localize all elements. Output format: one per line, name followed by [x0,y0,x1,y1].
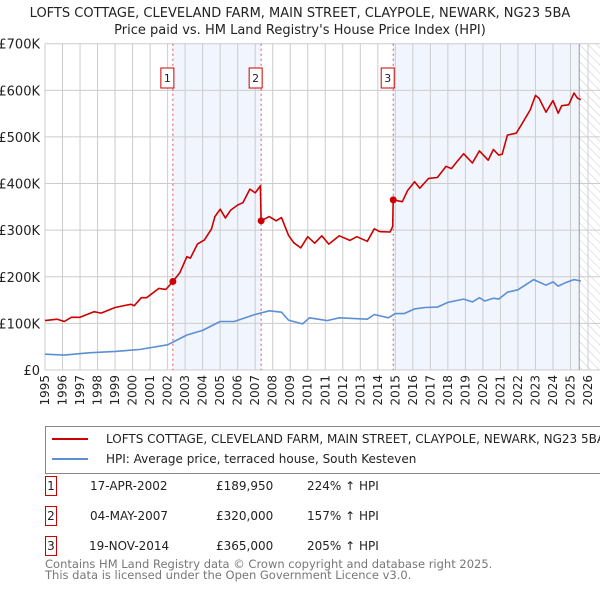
shaded-period [172,43,262,370]
y-tick-label: £200K [0,271,40,286]
sale-hpi-change: 157% ↑ HPI [307,509,379,523]
x-tick-label: 2021 [493,375,507,406]
x-tick-label: 2015 [388,375,402,406]
x-tick-label: 2017 [423,375,437,406]
sale-label: 3 [384,72,391,85]
sale-point [389,196,397,204]
x-tick-label: 2005 [213,375,227,406]
y-tick-label: £700K [0,38,40,53]
sale-label: 2 [252,72,259,85]
sale-label-box [248,67,263,89]
x-tick-label: 2004 [196,375,210,406]
sale-price: £320,000 [216,509,274,523]
future-hatch [579,43,600,370]
shaded-period [393,43,580,370]
hpi-line [44,278,582,356]
sale-date: 17-APR-2002 [90,479,168,493]
x-tick-label: 2022 [511,375,525,406]
sale-date: 19-NOV-2014 [89,539,170,553]
footer: Contains HM Land Registry data © Crown c… [45,557,493,582]
sale-point [169,277,177,285]
y-tick-label: £100K [0,317,40,332]
x-tick-label: 2006 [231,375,245,406]
x-tick-label: 2009 [283,375,297,406]
x-tick-label: 1999 [108,375,122,406]
x-tick-label: 2008 [266,375,280,406]
x-tick-label: 2023 [528,375,542,406]
x-tick-label: 1997 [73,375,87,406]
x-tick-label: 2012 [336,375,350,406]
legend: LOFTS COTTAGE, CLEVELAND FARM, MAIN STRE… [45,426,600,474]
sale-label-box [160,67,175,89]
x-tick-label: 1998 [91,375,105,406]
x-tick-label: 2011 [318,375,332,406]
sale-label-box [380,67,395,89]
legend-label: HPI: Average price, terraced house, Sout… [106,452,417,466]
x-tick-label: 2020 [476,375,490,406]
sale-hpi-change: 205% ↑ HPI [307,539,379,553]
x-tick-label: 2018 [441,375,455,406]
x-tick-label: 2024 [546,375,560,406]
x-tick-label: 2013 [353,375,367,406]
x-tick-label: 2025 [563,375,577,406]
x-tick-label: 2003 [178,375,192,406]
sale-price: £365,000 [216,539,274,553]
legend-item-property: LOFTS COTTAGE, CLEVELAND FARM, MAIN STRE… [52,432,600,446]
x-tick-label: 2010 [301,375,315,406]
sale-price: £189,950 [216,479,274,493]
y-tick-label: £300K [0,224,40,239]
copyright-text: Contains HM Land Registry data © Crown c… [45,557,493,571]
x-tick-label: 2002 [161,375,175,406]
x-tick-label: 2019 [458,375,472,406]
licence-text: This data is licensed under the Open Gov… [45,568,412,582]
x-tick-label: 1996 [56,375,70,406]
y-tick-label: £600K [0,84,40,99]
price-chart: LOFTS COTTAGE, CLEVELAND FARM, MAIN STRE… [0,6,600,406]
legend-item-hpi: HPI: Average price, terraced house, Sout… [52,452,416,466]
price-paid-line [44,92,582,323]
y-tick-label: £500K [0,131,40,146]
legend-label: LOFTS COTTAGE, CLEVELAND FARM, MAIN STRE… [106,432,600,446]
sale-number: 2 [45,506,57,526]
y-tick-label: £0 [23,364,40,379]
sale-point [257,217,265,225]
sale-label: 1 [164,72,171,85]
chart-subtitle: Price paid vs. HM Land Registry's House … [114,23,486,38]
x-tick-label: 2007 [248,375,262,406]
x-tick-label: 2016 [406,375,420,406]
sale-number: 3 [45,536,57,556]
x-tick-label: 2001 [143,375,157,406]
x-tick-label: 2014 [371,375,385,406]
sale-date: 04-MAY-2007 [90,509,169,523]
sale-number: 1 [45,476,57,496]
x-tick-label: 1995 [38,375,52,406]
legend-swatch-red [52,438,88,440]
y-tick-label: £400K [0,178,40,193]
legend-swatch-blue [52,458,88,460]
x-tick-label: 2000 [126,375,140,406]
x-tick-label: 2026 [581,375,595,406]
chart-title: LOFTS COTTAGE, CLEVELAND FARM, MAIN STRE… [30,6,571,21]
sale-hpi-change: 224% ↑ HPI [307,479,379,493]
